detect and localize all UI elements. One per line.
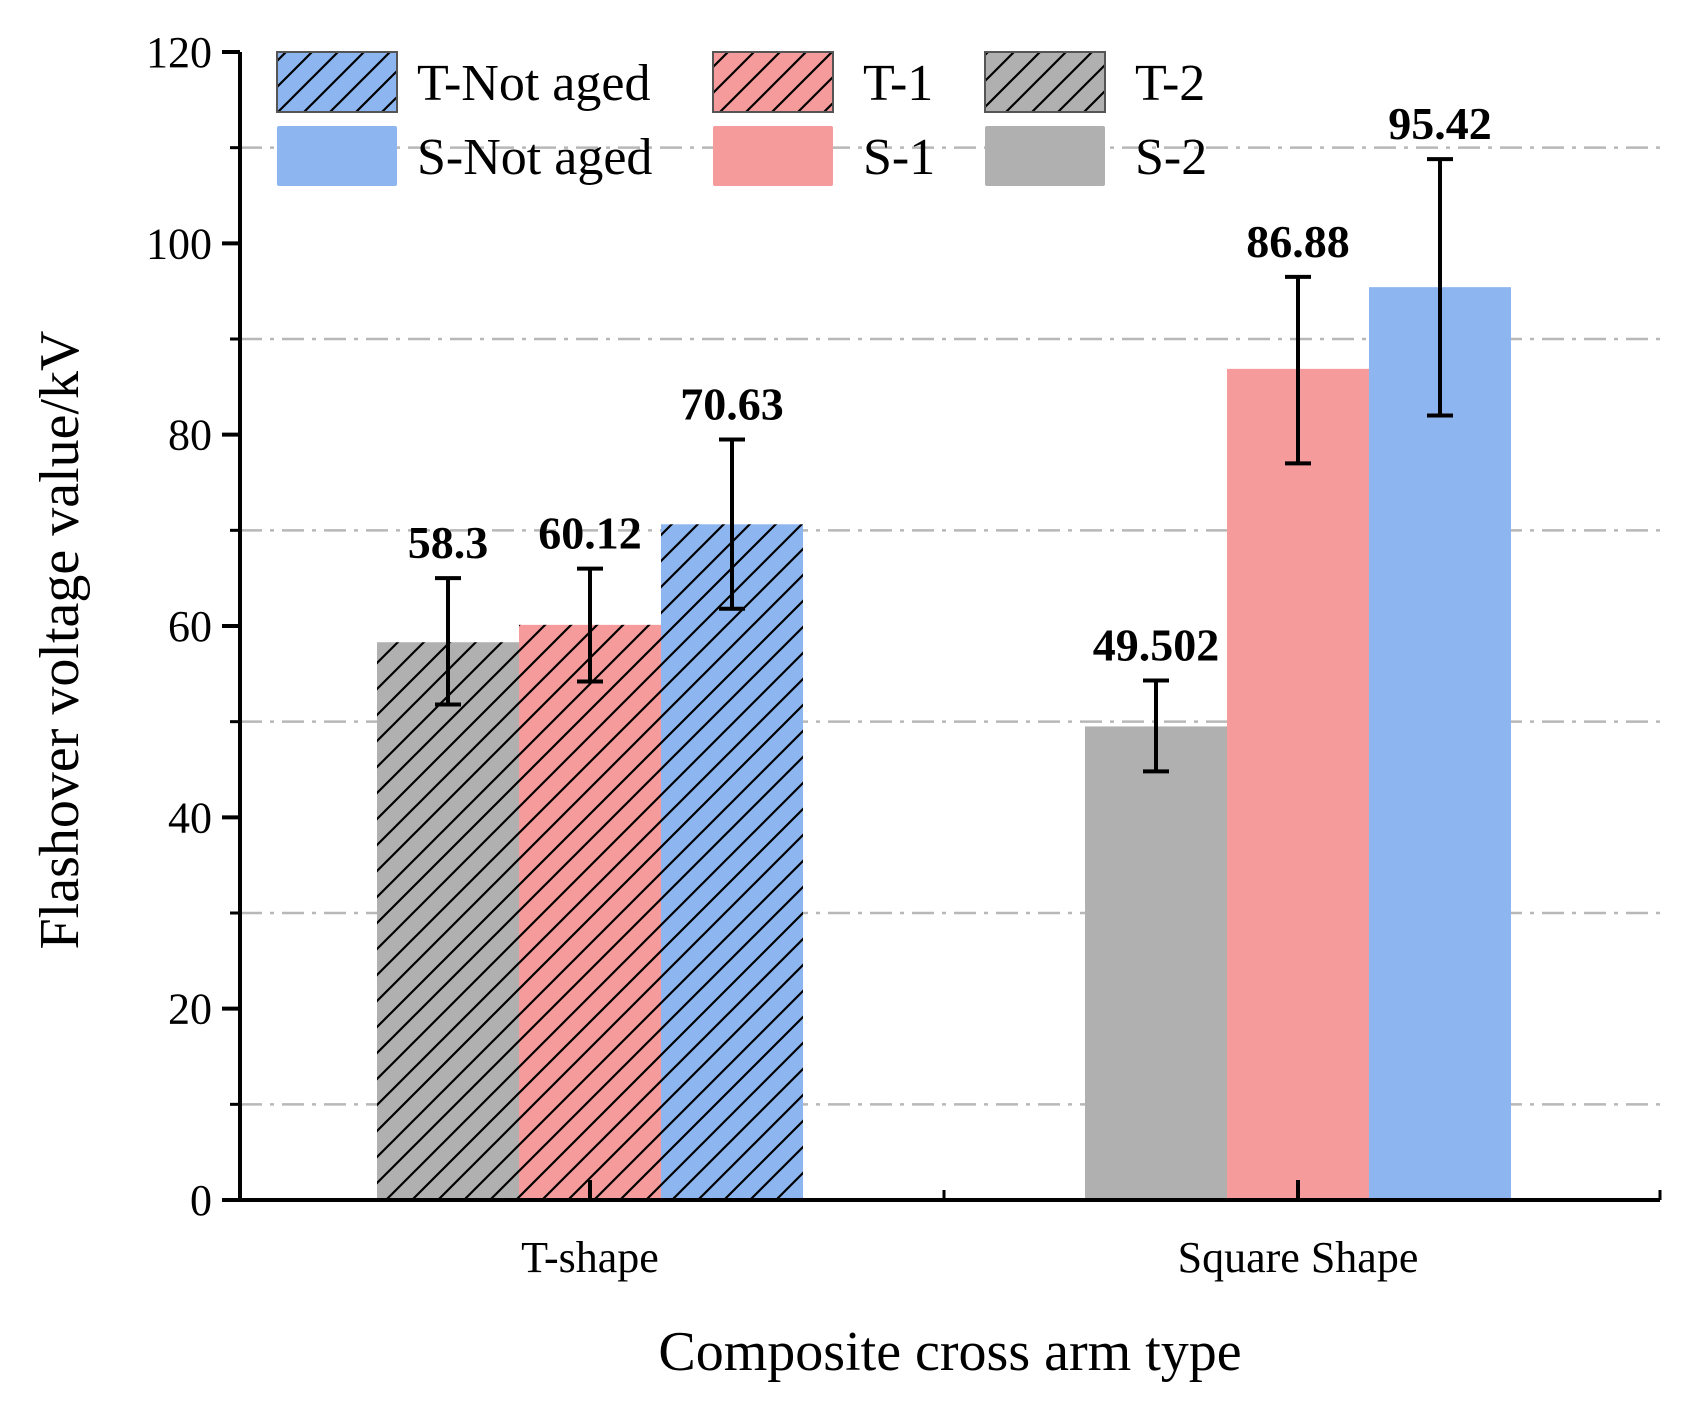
bar-hatch [519, 624, 661, 1200]
x-tick-label: T-shape [521, 1233, 659, 1282]
bar-hatch [661, 524, 803, 1200]
legend-swatch-border [712, 51, 834, 113]
y-tick-label: 0 [190, 1176, 212, 1225]
bar-hatch [377, 642, 519, 1200]
legend-item: S-1 [713, 126, 935, 186]
y-tick-label: 40 [168, 793, 212, 842]
legend-swatch-border [276, 51, 398, 113]
y-axis-title: Flashover voltage value/kV [29, 331, 91, 950]
bar-s-not-aged [1369, 287, 1511, 1200]
legend-swatch [985, 126, 1105, 186]
legend-item: S-2 [985, 126, 1207, 186]
legend-item: S-Not aged [277, 126, 652, 186]
y-tick-label: 20 [168, 985, 212, 1034]
y-tick-label: 120 [146, 28, 212, 77]
legend-label: T-2 [1135, 55, 1205, 112]
data-label: 70.63 [680, 378, 784, 429]
legend-item: T-2 [984, 51, 1205, 113]
legend-swatch-hatch [985, 52, 1105, 112]
legend-swatch [277, 126, 397, 186]
legend-swatch [713, 126, 833, 186]
y-tick-label: 60 [168, 602, 212, 651]
data-label: 86.88 [1246, 216, 1350, 267]
legend-item: T-1 [712, 51, 933, 113]
x-tick-label: Square Shape [1178, 1233, 1419, 1282]
legend-label: T-Not aged [417, 55, 650, 112]
bar-s-1 [1227, 368, 1369, 1200]
y-tick-label: 80 [168, 411, 212, 460]
legend-swatch-hatch [713, 52, 833, 112]
legend-item: T-Not aged [276, 51, 650, 113]
data-label: 60.12 [538, 508, 642, 559]
legend-swatch-hatch [277, 52, 397, 112]
legend-label: S-Not aged [417, 129, 652, 186]
data-label: 58.3 [408, 517, 489, 568]
x-axis-title: Composite cross arm type [658, 1321, 1241, 1383]
data-label: 95.42 [1388, 98, 1492, 149]
data-label: 49.502 [1093, 620, 1220, 671]
y-tick-label: 100 [146, 219, 212, 268]
legend-label: T-1 [863, 55, 933, 112]
legend-label: S-1 [863, 129, 935, 186]
legend-label: S-2 [1135, 129, 1207, 186]
bar-s-2 [1085, 726, 1227, 1200]
legend-swatch-border [984, 51, 1106, 113]
